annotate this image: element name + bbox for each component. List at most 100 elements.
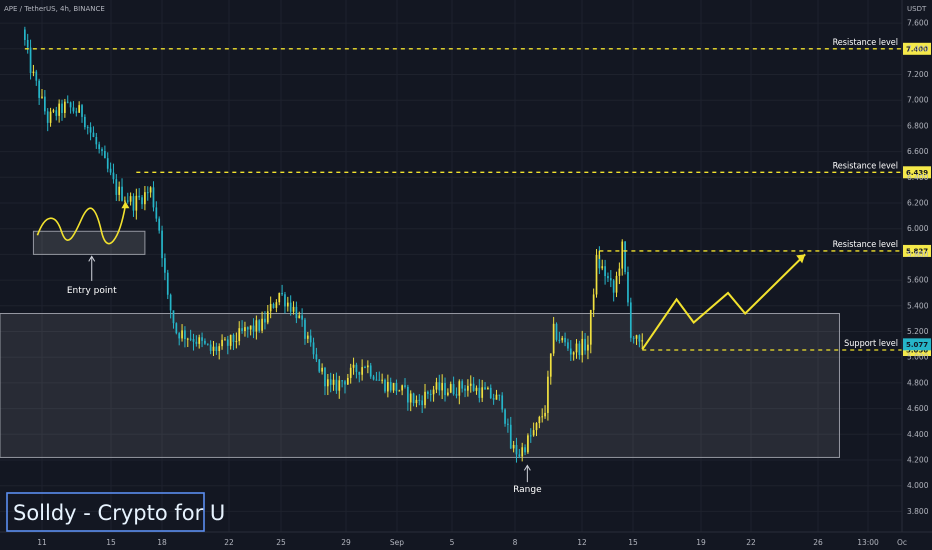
candle-body-up bbox=[561, 337, 564, 341]
grid bbox=[0, 0, 903, 532]
candle-body-down bbox=[115, 179, 118, 195]
candle-body-up bbox=[441, 382, 444, 391]
candle-body-down bbox=[264, 318, 266, 323]
candle-body-down bbox=[629, 302, 632, 338]
projection-arrowhead bbox=[796, 254, 806, 264]
price-tick-label: 5.000 bbox=[907, 353, 929, 362]
candle-body-down bbox=[75, 111, 78, 113]
current-price-badge-text: 5.077 bbox=[906, 341, 928, 349]
candle-body-down bbox=[429, 393, 432, 395]
candle-body-up bbox=[521, 447, 524, 457]
price-axis[interactable]: 3.800 4.000 4.200 4.400 4.600 4.800 5.000 5.200… bbox=[901, 0, 929, 532]
candle-body-down bbox=[318, 359, 321, 372]
candle-body-down bbox=[395, 382, 398, 392]
candle-body-down bbox=[564, 337, 566, 343]
candle-body-down bbox=[518, 454, 521, 457]
candle-body-up bbox=[467, 385, 469, 391]
price-tick-label: 6.400 bbox=[907, 173, 929, 182]
candle-body-down bbox=[384, 379, 386, 392]
candle-body-down bbox=[109, 168, 112, 173]
candle-body-up bbox=[78, 105, 81, 113]
candle-body-down bbox=[106, 158, 109, 169]
candle-body-up bbox=[332, 379, 335, 385]
candle-body-up bbox=[615, 275, 618, 293]
candle-body-up bbox=[435, 382, 438, 390]
candle-body-up bbox=[229, 334, 232, 346]
candle-body-down bbox=[461, 381, 464, 389]
price-tick-label: 4.000 bbox=[907, 481, 929, 490]
symbol-title[interactable]: APE / TetherUS, 4h, BINANCE bbox=[4, 5, 105, 13]
candle-body-down bbox=[418, 399, 421, 401]
candle-body-down bbox=[206, 343, 209, 345]
price-tick-label: 4.200 bbox=[907, 456, 929, 465]
candle-body-up bbox=[589, 309, 592, 345]
candle-body-up bbox=[475, 387, 478, 391]
candle-body-down bbox=[112, 172, 115, 180]
candle-body-down bbox=[284, 294, 286, 307]
candle-body-up bbox=[392, 382, 395, 391]
candle-body-down bbox=[178, 333, 181, 339]
candle-body-down bbox=[341, 380, 343, 382]
candle-body-down bbox=[478, 387, 481, 398]
range-zone bbox=[0, 313, 840, 458]
time-tick-label: 26 bbox=[813, 538, 823, 547]
candle-body-up bbox=[401, 385, 404, 391]
candle-body-up bbox=[635, 335, 638, 339]
candle-body-down bbox=[509, 424, 512, 449]
time-tick-label: 22 bbox=[224, 538, 234, 547]
candle-body-up bbox=[512, 444, 515, 449]
candle-body-up bbox=[149, 187, 152, 193]
candle-body-up bbox=[538, 416, 541, 424]
time-tick-label: Sep bbox=[390, 538, 404, 547]
candle-body-down bbox=[95, 137, 98, 145]
candle-body-down bbox=[498, 394, 501, 396]
candle-body-down bbox=[372, 376, 375, 380]
candle-body-down bbox=[609, 278, 612, 281]
candle-body-down bbox=[295, 306, 298, 319]
candle-body-up bbox=[535, 423, 538, 431]
candle-body-down bbox=[329, 379, 332, 385]
candle-body-up bbox=[261, 318, 263, 331]
candle-body-down bbox=[472, 383, 475, 391]
candle-body-up bbox=[432, 389, 435, 395]
candle-body-down bbox=[452, 384, 455, 395]
candle-body-down bbox=[407, 386, 409, 403]
candle-body-down bbox=[375, 379, 378, 381]
candle-body-down bbox=[438, 382, 441, 391]
candle-body-down bbox=[558, 339, 561, 341]
candle-body-down bbox=[355, 364, 358, 372]
time-tick-label: 29 bbox=[341, 538, 351, 547]
candle-body-up bbox=[361, 367, 363, 375]
candle-body-down bbox=[155, 207, 158, 219]
candle-body-down bbox=[529, 435, 532, 437]
candle-body-up bbox=[618, 268, 621, 276]
price-tick-label: 4.600 bbox=[907, 404, 929, 413]
candle-body-down bbox=[72, 107, 75, 112]
time-axis[interactable]: 11 15 18 22 25 29 Sep 5 8 12 15 19 22 26 13:00 Oc bbox=[0, 531, 932, 547]
candle-body-down bbox=[281, 293, 283, 295]
candle-body-down bbox=[152, 187, 155, 208]
candle-body-up bbox=[118, 186, 121, 195]
candle-body-down bbox=[315, 354, 318, 360]
time-tick-label: 15 bbox=[628, 538, 638, 547]
level-price-badge-text: 5.056 bbox=[906, 347, 928, 355]
candle-body-up bbox=[592, 294, 595, 310]
candle-body-down bbox=[38, 80, 40, 98]
entry-point-arrowhead bbox=[88, 255, 96, 262]
candle-body-up bbox=[269, 303, 272, 312]
candle-body-down bbox=[489, 387, 492, 399]
candle-body-down bbox=[289, 302, 292, 312]
candle-body-up bbox=[221, 339, 223, 347]
candle-body-down bbox=[404, 385, 406, 387]
candle-body-down bbox=[464, 388, 466, 391]
candle-body-down bbox=[624, 241, 626, 272]
candle-body-down bbox=[555, 323, 558, 340]
candle-body-down bbox=[272, 303, 275, 308]
candle-body-down bbox=[241, 328, 243, 332]
candle-body-up bbox=[144, 192, 146, 205]
candle-body-down bbox=[455, 394, 458, 396]
entry-wave-arrowhead bbox=[121, 201, 130, 209]
candles bbox=[23, 26, 644, 463]
